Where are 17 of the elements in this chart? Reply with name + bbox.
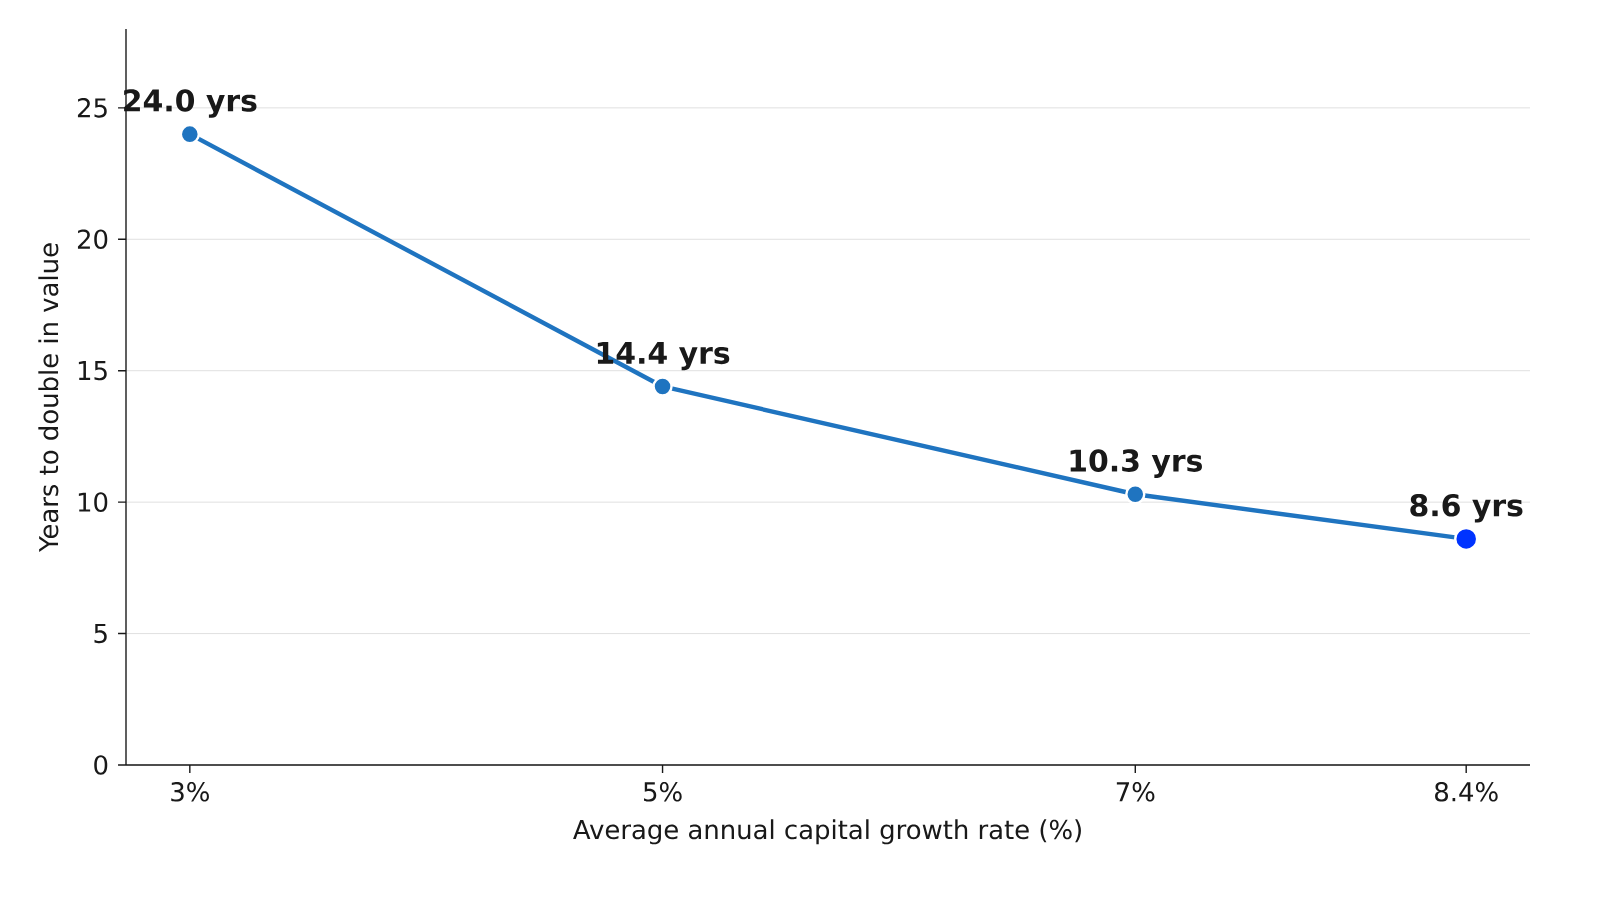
x-tick-label: 7% [1116, 782, 1155, 802]
y-tick-label: 15 [78, 361, 107, 381]
x-tick-label: 3% [171, 782, 209, 802]
y-tick-label: 20 [77, 229, 108, 250]
y-tick-label: 5 [94, 623, 107, 644]
y-tick-label: 25 [77, 98, 107, 118]
y-axis-title: Years to double in value [38, 243, 59, 553]
data-label: 8.6 yrs [1410, 493, 1523, 523]
x-tick-label: 5% [644, 782, 682, 802]
point [652, 376, 673, 397]
data-label: 10.3 yrs [1070, 449, 1202, 478]
y-tick-label: 0 [94, 755, 108, 775]
x-tick-label: 8.4% [1435, 782, 1498, 802]
point [179, 123, 200, 145]
point [1125, 484, 1146, 505]
y-tick-label: 10 [78, 492, 108, 512]
x-axis-title: Average annual capital growth rate (%) [573, 819, 1081, 845]
